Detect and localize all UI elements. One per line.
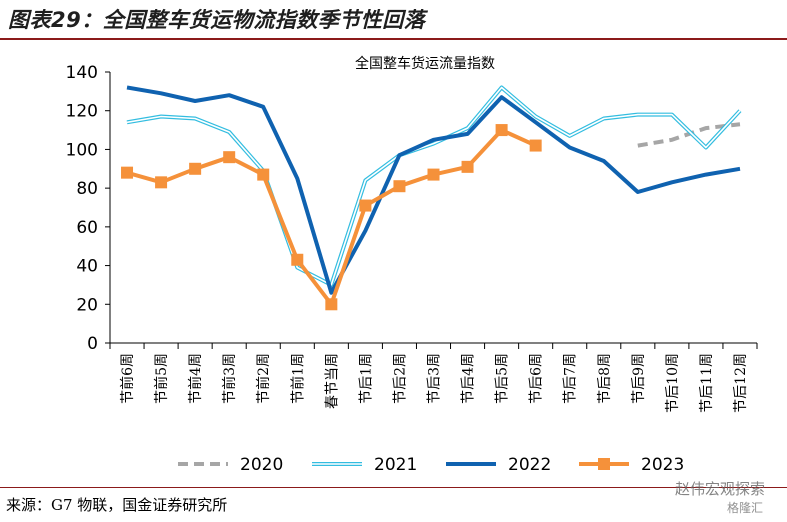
chart-title: 全国整车货运流量指数 — [355, 55, 495, 72]
point-2023 — [155, 176, 168, 189]
y-tick-label: 80 — [76, 179, 98, 199]
y-tick-label: 0 — [87, 334, 98, 354]
figure-header: 图表29：全国整车货运物流指数季节性回落 — [0, 0, 787, 40]
legend-item-2021: 2021 — [312, 455, 417, 475]
axes: 0 20 40 60 80 100 120 140 节前6周 节前5周 节前4周 节前3周 节前2周 节前… — [66, 63, 758, 413]
series-line-inner-2021 — [126, 86, 741, 286]
series-line-2022 — [126, 85, 741, 295]
x-tick-label: 节后1周 — [358, 353, 374, 404]
legend: 2020 2021 2022 2023 — [178, 455, 684, 475]
x-tick-label: 节后6周 — [529, 353, 545, 404]
series-line-2021 — [126, 85, 742, 287]
x-tick-label: 节后8周 — [597, 353, 613, 404]
legend-item-2020: 2020 — [178, 455, 283, 475]
x-tick-label: 节后7周 — [563, 353, 579, 404]
legend-label: 2021 — [374, 455, 417, 475]
y-tick-label: 120 — [66, 102, 98, 122]
x-tick-label: 节后4周 — [461, 353, 477, 404]
legend-item-2023: 2023 — [579, 455, 684, 475]
point-2023 — [223, 151, 236, 164]
x-tick-label: 节后3周 — [427, 353, 443, 404]
series-2023 — [121, 124, 542, 311]
series-lines — [121, 85, 742, 311]
y-tick-label: 40 — [76, 257, 98, 277]
x-tick-label: 节前4周 — [187, 353, 204, 404]
legend-item-2022: 2022 — [446, 455, 551, 475]
y-tick-label: 20 — [76, 295, 98, 315]
legend-label: 2023 — [641, 455, 684, 475]
point-2023 — [461, 160, 474, 173]
legend-label: 2020 — [240, 455, 283, 475]
point-2023 — [529, 139, 542, 152]
x-tick-label: 节前1周 — [289, 353, 306, 404]
x-tick-label: 节后5周 — [495, 353, 511, 404]
x-tick-label: 节后2周 — [392, 353, 408, 404]
point-2023 — [393, 180, 406, 193]
point-2023 — [121, 166, 134, 179]
series-line-2023 — [126, 128, 537, 307]
point-2023 — [325, 298, 338, 311]
point-2023 — [189, 162, 202, 175]
watermark-sub: 格隆汇 — [726, 501, 763, 515]
x-tick-label: 节前2周 — [255, 353, 272, 404]
x-tick-label: 节后11周 — [699, 353, 715, 413]
figure-title: 图表29：全国整车货运物流指数季节性回落 — [8, 8, 426, 32]
x-tick-label: 节后12周 — [733, 353, 749, 413]
point-2023 — [427, 168, 440, 181]
watermark: 赵伟宏观探索 — [674, 480, 765, 498]
point-2023 — [359, 199, 372, 212]
y-tick-label: 100 — [66, 140, 98, 160]
x-tick-label: 节前5周 — [153, 353, 170, 404]
footer-rule — [0, 487, 787, 488]
y-tick-label: 60 — [76, 218, 98, 238]
series-2022 — [126, 85, 741, 295]
point-2023 — [257, 168, 270, 181]
x-tick-label: 节后9周 — [631, 353, 647, 404]
series-2021 — [126, 85, 742, 287]
y-tick-label: 140 — [66, 63, 98, 83]
x-tick-label: 节前6周 — [119, 353, 136, 404]
x-tick-label: 节后10周 — [665, 353, 681, 413]
x-tick-label: 春节当周 — [324, 353, 340, 409]
source-note: 来源：G7 物联，国金证券研究所 — [6, 496, 228, 514]
x-tick-label: 节前3周 — [221, 353, 238, 404]
point-2023 — [495, 124, 508, 137]
legend-label: 2022 — [508, 455, 551, 475]
header-rule — [0, 38, 787, 40]
line-chart: 全国整车货运流量指数 0 20 40 60 80 100 120 140 节前6周 节前5周 节前4… — [66, 55, 758, 475]
legend-marker — [598, 458, 610, 470]
point-2023 — [291, 253, 304, 266]
